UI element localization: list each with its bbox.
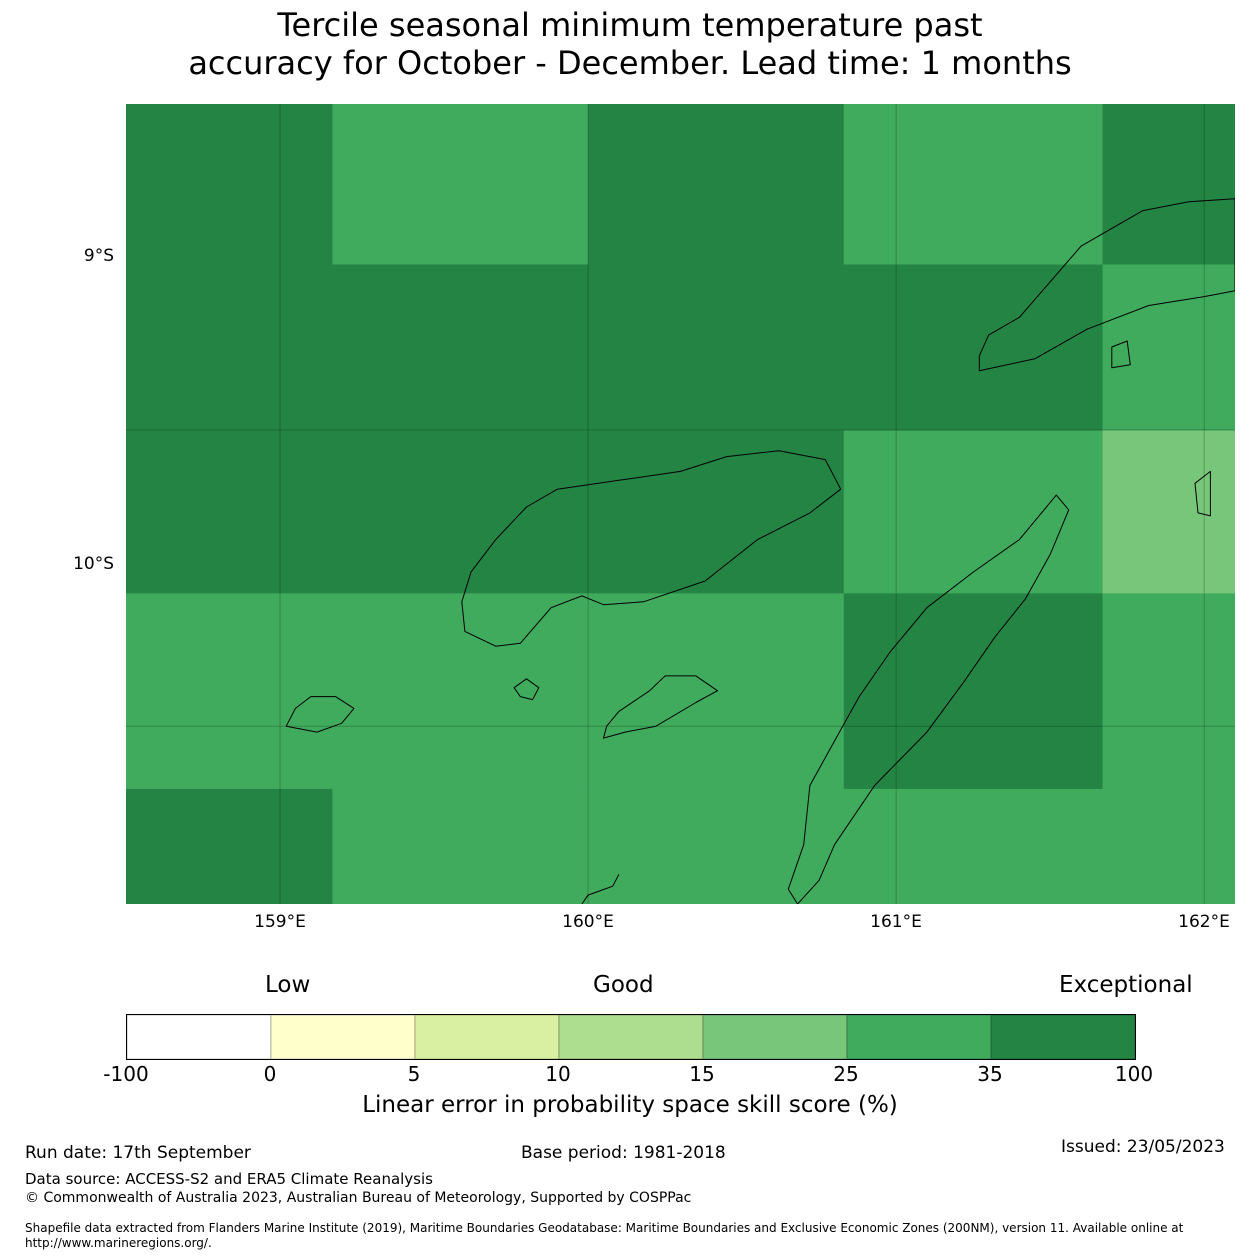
data-source: Data source: ACCESS-S2 and ERA5 Climate … — [25, 1170, 433, 1188]
shapefile-credit: Shapefile data extracted from Flanders M… — [25, 1221, 1184, 1250]
colorbar-tick-7: 100 — [1114, 1062, 1154, 1086]
colorbar-tick-5: 25 — [833, 1062, 859, 1086]
colorbar-category-good: Good — [593, 972, 654, 998]
grid-cell-7 — [843, 429, 1104, 594]
colorbar-bin-3 — [558, 1014, 704, 1060]
coastline-makira — [978, 198, 1235, 372]
coastline-guadalcanal — [461, 450, 842, 647]
colorbar-frame — [126, 1014, 1136, 1060]
grid-cell-10 — [1102, 264, 1235, 431]
base-period: Base period: 1981-2018 — [521, 1143, 726, 1163]
coastline-savo — [513, 678, 540, 701]
grid-cell-1 — [332, 788, 845, 904]
colorbar-category-low: Low — [265, 972, 311, 998]
colorbar-bin-5 — [846, 1014, 992, 1060]
grid-cell-5 — [1102, 592, 1235, 789]
grid-cell-12 — [332, 104, 589, 265]
grid-cell-15 — [1102, 104, 1235, 265]
grid-cell-3 — [126, 592, 845, 789]
grid-cell-13 — [588, 104, 845, 265]
colorbar-tick-2: 5 — [407, 1062, 421, 1086]
colorbar-category-exceptional: Exceptional — [1059, 972, 1193, 998]
grid-cell-0 — [126, 788, 333, 904]
colorbar-tick-0: -100 — [103, 1062, 149, 1086]
lon-tick-label-161e: 161°E — [870, 912, 922, 932]
colorbar-bin-1 — [270, 1014, 416, 1060]
coastline-isabel — [581, 874, 620, 904]
grid-cell-11 — [126, 104, 333, 265]
colorbar-bin-0 — [126, 1014, 272, 1060]
colorbar-label: Linear error in probability space skill … — [362, 1092, 898, 1118]
issued-date: Issued: 23/05/2023 — [1061, 1137, 1225, 1157]
grid-cell-9 — [126, 264, 1104, 431]
coastline-russell-islands — [285, 696, 355, 733]
coastline-florida-islands — [603, 675, 718, 739]
grid-cell-4 — [843, 592, 1104, 789]
colorbar-bin-4 — [702, 1014, 848, 1060]
coastline-malaita — [787, 494, 1070, 904]
coastline-ulawa — [1111, 340, 1131, 369]
grid-cell-2 — [843, 788, 1235, 904]
lon-tick-label-159e: 159°E — [254, 912, 306, 932]
title-line-1: Tercile seasonal minimum temperature pas… — [277, 6, 983, 44]
colorbar-tick-3: 10 — [545, 1062, 571, 1086]
grid-cell-6 — [126, 429, 845, 594]
colorbar — [126, 1014, 1136, 1060]
copyright: © Commonwealth of Australia 2023, Austra… — [25, 1190, 692, 1206]
grid-cell-14 — [843, 104, 1104, 265]
coastline-ugi — [1194, 470, 1211, 517]
lat-tick-label-10s: 10°S — [73, 554, 114, 574]
colorbar-tick-4: 15 — [689, 1062, 715, 1086]
skill-map — [126, 104, 1235, 904]
lon-tick-label-160e: 160°E — [562, 912, 614, 932]
grid-cell-8 — [1102, 429, 1235, 594]
colorbar-tick-6: 35 — [977, 1062, 1003, 1086]
chart-title: Tercile seasonal minimum temperature pas… — [0, 6, 1260, 82]
lon-tick-label-162e: 162°E — [1178, 912, 1230, 932]
title-line-2: accuracy for October - December. Lead ti… — [188, 44, 1072, 82]
colorbar-tick-1: 0 — [263, 1062, 277, 1086]
lat-tick-label-9s: 9°S — [83, 246, 114, 266]
colorbar-bin-2 — [414, 1014, 560, 1060]
colorbar-bin-6 — [990, 1014, 1136, 1060]
run-date: Run date: 17th September — [25, 1143, 251, 1163]
